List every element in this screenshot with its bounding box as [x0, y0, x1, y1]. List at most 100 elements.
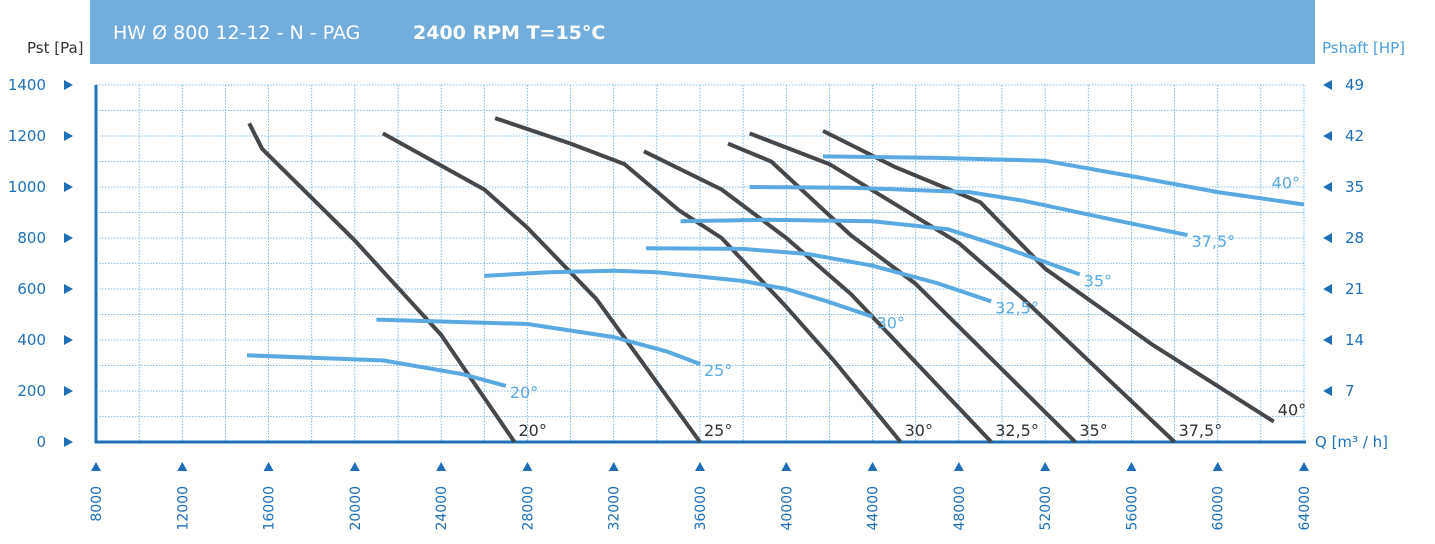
x-tick-label: 44000 [866, 486, 882, 531]
power-curve [749, 185, 1188, 238]
y-left-tick-arrow [64, 437, 73, 447]
x-tick-label: 64000 [1297, 486, 1313, 531]
pressure-curve [822, 129, 1275, 424]
power-curve-label: 25° [704, 361, 732, 380]
x-tick-arrow [1126, 462, 1137, 471]
power-curve-label: 30° [877, 314, 905, 333]
x-tick-label: 40000 [779, 486, 795, 531]
pressure-curve-label: 20° [518, 421, 546, 440]
x-tick-label: 24000 [434, 486, 450, 531]
x-tick-label: 32000 [607, 486, 623, 531]
power-curve [680, 217, 1081, 277]
x-tick-arrow [867, 462, 878, 471]
power-curve [246, 353, 507, 388]
x-tick-label: 48000 [952, 486, 968, 531]
pressure-curve [748, 131, 1176, 444]
x-tick-label: 28000 [520, 486, 536, 531]
grid [95, 84, 1305, 443]
y-right-tick-arrow [1323, 284, 1332, 294]
power-curve [484, 268, 874, 319]
x-tick-label: 36000 [693, 486, 709, 531]
y-left-tick-arrow [64, 233, 73, 243]
power-curve-label: 40° [1272, 173, 1300, 192]
y-left-tick-label: 1200 [8, 127, 46, 145]
x-tick-label: 12000 [175, 486, 191, 531]
x-tick-label: 8000 [89, 486, 105, 522]
power-curve [822, 154, 1305, 207]
y-left-tick-arrow [64, 386, 73, 396]
x-tick-arrow [522, 462, 533, 471]
pressure-curve-label: 25° [704, 421, 732, 440]
x-tick-label: 52000 [1038, 486, 1054, 531]
y-left-tick-arrow [64, 80, 73, 90]
y-right-tick-arrow [1323, 131, 1332, 141]
pressure-curve [643, 149, 993, 444]
pressure-curves [247, 116, 1275, 444]
x-tick-arrow [781, 462, 792, 471]
bottom-ticks: 8000 12000 16000 20000 24000 28000 32000 36000 4… [89, 462, 1313, 531]
axes [94, 85, 1306, 444]
curve-labels: 20° 25° 30° 32,5° 35° 37,5° 40° 20° 25° 30° 32,5° 3… [510, 173, 1306, 440]
pressure-curve [381, 131, 702, 444]
pressure-curve [494, 116, 903, 444]
power-curve-label: 37,5° [1192, 232, 1236, 251]
x-tick-arrow [177, 462, 188, 471]
y-left-tick-label: 600 [17, 280, 46, 298]
x-tick-arrow [263, 462, 274, 471]
y-left-tick-label: 200 [17, 382, 46, 400]
x-tick-arrow [953, 462, 964, 471]
y-right-tick-arrow [1323, 182, 1332, 192]
y-left-tick-arrow [64, 182, 73, 192]
y-right-tick-label: 21 [1345, 280, 1364, 298]
x-tick-label: 56000 [1124, 486, 1140, 531]
y-right-axis-label: Pshaft [HP] [1322, 39, 1405, 57]
pressure-curve [727, 141, 1077, 444]
power-curve [376, 317, 701, 366]
y-left-tick-arrow [64, 284, 73, 294]
y-left-axis-label: Pst [Pa] [27, 39, 84, 57]
x-tick-arrow [1299, 462, 1309, 471]
y-right-tick-label: 35 [1345, 178, 1364, 196]
y-left-tick-label: 1400 [8, 76, 46, 94]
x-tick-label: 16000 [262, 486, 278, 531]
x-tick-arrow [1212, 462, 1223, 471]
x-tick-label: 20000 [348, 486, 364, 531]
speed-title: 2400 RPM T=15°C [413, 22, 605, 44]
y-right-tick-label: 49 [1345, 76, 1364, 94]
x-tick-arrow [349, 462, 360, 471]
y-left-tick-label: 800 [17, 229, 46, 247]
left-ticks: 0 200 400 600 800 1000 1200 1400 [8, 76, 73, 451]
y-right-tick-label: 7 [1345, 382, 1355, 400]
x-tick-arrow [608, 462, 619, 471]
y-right-tick-label: 28 [1345, 229, 1364, 247]
y-left-tick-arrow [64, 335, 73, 345]
y-right-tick-arrow [1323, 386, 1332, 396]
y-left-tick-label: 400 [17, 331, 46, 349]
y-right-tick-arrow [1323, 335, 1332, 345]
pressure-curve [247, 122, 517, 444]
x-tick-arrow [91, 462, 101, 471]
y-left-tick-label: 1000 [8, 178, 46, 196]
y-right-tick-label: 42 [1345, 127, 1364, 145]
y-right-tick-arrow [1323, 80, 1332, 90]
power-curve-label: 32,5° [995, 298, 1039, 317]
pressure-curve-label: 30° [905, 421, 933, 440]
pressure-curve-label: 35° [1079, 421, 1107, 440]
pressure-curve-label: 32,5° [995, 421, 1039, 440]
model-title: HW Ø 800 12-12 - N - PAG [113, 22, 360, 44]
power-curve [646, 246, 992, 304]
x-axis-label: Q [m³ / h] [1315, 433, 1388, 451]
x-tick-arrow [1040, 462, 1051, 471]
y-right-tick-label: 14 [1345, 331, 1364, 349]
power-curve-label: 20° [510, 383, 538, 402]
title-banner [90, 0, 1315, 64]
y-left-tick-label: 0 [36, 433, 46, 451]
x-tick-arrow [695, 462, 705, 471]
power-curves [246, 154, 1305, 388]
right-ticks: 7 14 21 28 35 42 49 [1323, 76, 1364, 400]
x-tick-arrow [436, 462, 447, 471]
x-tick-label: 60000 [1211, 486, 1227, 531]
y-right-tick-arrow [1323, 233, 1332, 243]
pressure-curve-label: 37,5° [1179, 421, 1223, 440]
